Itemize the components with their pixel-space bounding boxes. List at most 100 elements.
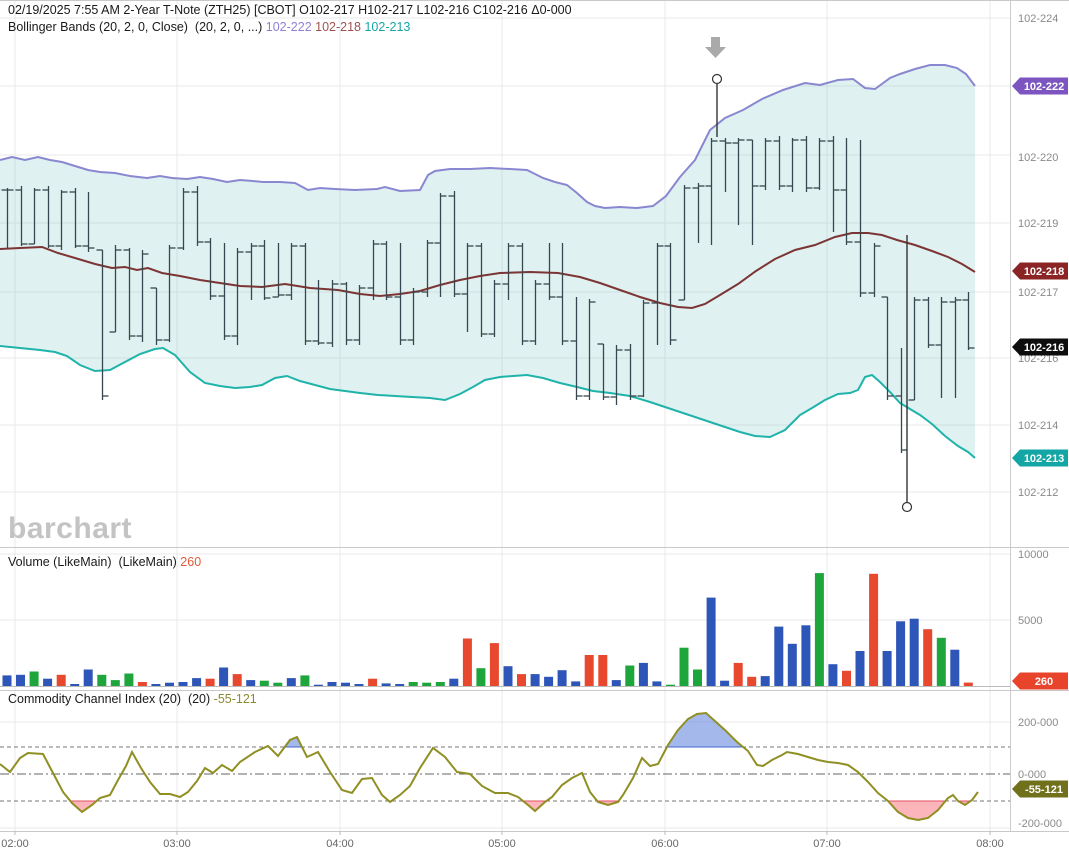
price-axis-label: 200-000 [1018,717,1058,729]
volume-bar [178,682,188,686]
price-bar [204,238,217,300]
volume-bar [110,680,120,686]
volume-bar [2,675,12,686]
price-bar [488,280,501,337]
volume-label-text: Volume (LikeMain) (LikeMain) [8,555,181,569]
volume-bar [313,684,323,686]
price-bar [800,136,813,192]
volume-bar [936,637,946,686]
volume-bar [422,682,432,686]
volume-bar [625,665,635,686]
volume-bar [882,651,892,686]
volume-bar [706,597,716,686]
volume-bar [83,669,93,686]
bollinger-band-fill [0,65,975,458]
price-axis-label: 0-000 [1018,769,1046,781]
price-bar [610,345,623,405]
price-axis-label: 102-224 [1018,13,1058,25]
price-bar [380,241,393,300]
volume-bar [909,618,919,686]
volume-bar [652,681,662,686]
volume-bar [679,647,689,686]
down-arrow-icon[interactable] [705,37,726,58]
volume-bar [395,684,405,686]
bollinger-middle-line [0,232,976,310]
volume-bar [598,655,608,686]
cci-label-text: Commodity Channel Index (20) (20) [8,692,214,706]
price-bar [353,285,366,345]
volume-bar [814,573,824,686]
volume-bar [300,675,310,686]
volume-bar [896,621,906,686]
volume-bar [476,668,486,686]
price-badge [1012,449,1068,467]
price-axis-label: 102-216 [1018,353,1058,365]
price-bar [773,136,786,190]
volume-bar [801,625,811,686]
price-bar [394,243,407,345]
annotation-endpoint-circle[interactable] [711,73,723,85]
price-axis-label: 102-220 [1018,152,1058,164]
price-bar [516,243,529,345]
chart-title-ohlc: 02/19/2025 7:55 AM 2-Year T-Note (ZTH25)… [8,3,572,17]
volume-bar [557,670,567,686]
price-bar [962,292,975,350]
price-bar [637,300,650,397]
volume-bar [963,682,973,686]
price-bar [326,280,339,347]
price-bar [299,243,312,345]
volume-bar [923,629,933,686]
price-bar [868,243,881,297]
volume-bar [137,682,147,686]
bollinger-lower-line [0,345,976,459]
price-bar [949,297,962,398]
price-axis-label: 102-217 [1018,287,1058,299]
volume-bar [462,638,472,686]
price-bar [312,280,325,345]
price-bar [908,297,921,401]
time-axis-label: 04:00 [326,838,354,850]
volume-badge-text: 260 [1035,676,1053,688]
price-badge-text: 102-213 [1024,453,1064,465]
volume-bar [246,680,256,686]
cci-badge-text: -55-121 [1025,784,1063,796]
price-bar [367,240,380,300]
price-bar [55,190,68,250]
price-bar [840,138,853,245]
price-bar [922,297,935,348]
volume-panel-label: Volume (LikeMain) (LikeMain) 260 [8,555,201,569]
price-bar [651,243,664,345]
volume-bar [192,678,202,686]
volume-bar [747,676,757,686]
bollinger-middle-value: 102-218 [315,20,361,34]
price-bar [150,287,163,345]
price-axis-label: 102-212 [1018,487,1058,499]
price-bar [678,185,691,301]
price-bar [15,186,28,246]
bollinger-upper-line [0,64,976,210]
barchart-logo: barchart [8,512,133,545]
price-bar [218,243,231,340]
price-bar [624,344,637,400]
volume-bar [97,674,107,686]
volume-bar [341,682,350,686]
volume-bar [638,662,648,686]
price-bar [407,288,420,345]
price-bar [258,240,271,300]
annotation-endpoint-circle[interactable] [901,501,913,513]
price-badge-text: 102-218 [1024,266,1064,278]
price-bar [746,139,759,245]
volume-bar [43,678,53,686]
price-bar [28,188,41,245]
time-axis-label: 03:00 [163,838,191,850]
volume-bar [29,671,39,686]
price-bar [448,191,461,297]
price-bar [191,186,204,246]
volume-bar [517,674,526,686]
price-bar [529,280,542,345]
volume-bar [828,664,838,686]
price-bar [786,138,799,192]
price-bar [854,140,867,297]
volume-bar [232,674,242,686]
